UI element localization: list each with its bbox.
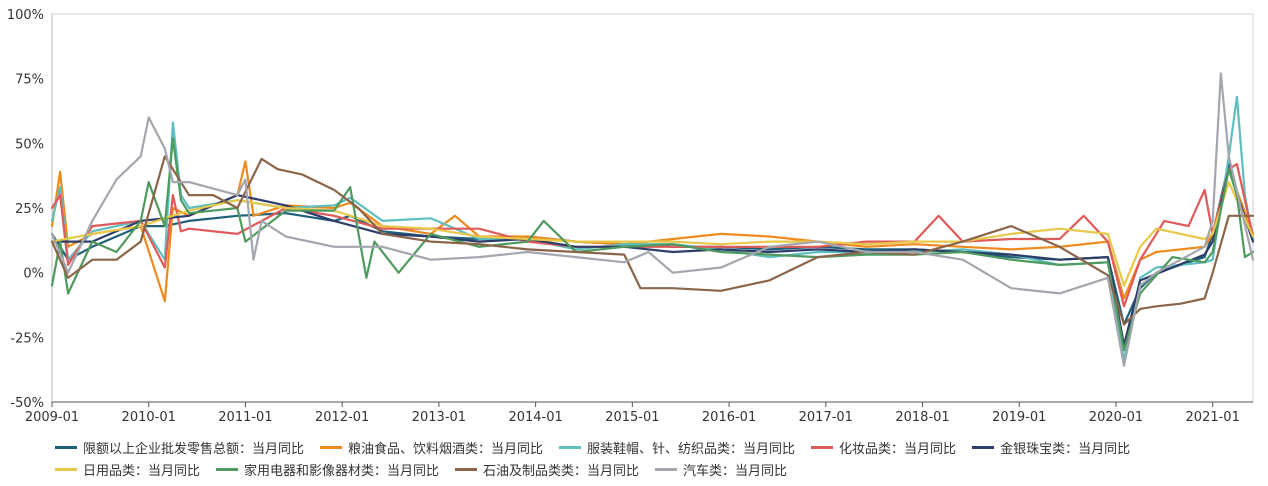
y-tick-label: 50%: [15, 137, 44, 152]
y-tick-label: -25%: [10, 331, 44, 346]
legend-item: 石油及制品类类：当月同比: [455, 460, 639, 479]
legend-swatch: [811, 445, 834, 449]
legend-swatch: [655, 467, 678, 471]
legend-item: 化妆品类：当月同比: [811, 438, 956, 457]
legend-label: 化妆品类：当月同比: [839, 441, 957, 457]
y-tick-label: 75%: [15, 73, 44, 88]
chart-axes: -50% -25% 0% 25% 50% 75% 100% 2009-01 2010-01 201…: [7, 8, 1254, 425]
x-tick-label: 2015-01: [605, 410, 659, 425]
series-line-4: [50, 162, 1255, 308]
legend-item: 粮油食品、饮料烟酒类：当月同比: [320, 438, 543, 457]
legend-row: 日用品类：当月同比 家用电器和影像器材类：当月同比 石油及制品类类：当月同比 汽车类：…: [55, 458, 1255, 480]
y-tick-label: -50%: [10, 396, 44, 411]
x-tick-label: 2019-01: [992, 410, 1046, 425]
legend-swatch: [455, 467, 478, 471]
series-lines: [50, 72, 1255, 367]
legend-label: 家用电器和影像器材类：当月同比: [244, 463, 440, 479]
series-line-2: [50, 160, 1255, 303]
x-tick-label: 2009-01: [25, 410, 79, 425]
legend-item: 汽车类：当月同比: [655, 460, 787, 479]
legend-label: 金银珠宝类：当月同比: [1000, 441, 1131, 457]
y-tick-label: 25%: [15, 202, 44, 217]
legend-swatch: [55, 467, 77, 471]
legend-swatch: [559, 445, 582, 449]
legend-swatch: [216, 467, 239, 471]
series-line-5: [50, 168, 1255, 347]
series-line-6: [50, 181, 1255, 287]
legend-item: 家用电器和影像器材类：当月同比: [216, 460, 439, 479]
legend-row: 限额以上企业批发零售总额：当月同比 粮油食品、饮料烟酒类：当月同比 服装鞋帽、针、纺…: [55, 436, 1255, 458]
x-tick-label: 2021-01: [1186, 410, 1240, 425]
series-line-7: [50, 137, 1255, 352]
legend-item: 限额以上企业批发零售总额：当月同比: [55, 438, 304, 457]
x-tick-label: 2018-01: [895, 410, 949, 425]
legend-swatch: [55, 445, 77, 449]
legend-item: 服装鞋帽、针、纺织品类：当月同比: [559, 438, 795, 457]
series-line-3: [50, 95, 1255, 362]
x-tick-label: 2011-01: [218, 410, 272, 425]
x-tick-label: 2016-01: [702, 410, 756, 425]
x-tick-label: 2014-01: [508, 410, 562, 425]
legend-label: 服装鞋帽、针、纺织品类：当月同比: [587, 441, 796, 457]
series-line-9: [50, 72, 1255, 367]
y-tick-label: 100%: [7, 8, 44, 23]
x-tick-label: 2010-01: [122, 410, 176, 425]
legend-swatch: [972, 445, 995, 449]
legend-label: 石油及制品类类：当月同比: [483, 463, 640, 479]
legend-swatch: [320, 445, 343, 449]
chart-legend: 限额以上企业批发零售总额：当月同比 粮油食品、饮料烟酒类：当月同比 服装鞋帽、针、纺…: [55, 436, 1255, 480]
legend-item: 日用品类：当月同比: [55, 460, 200, 479]
legend-label: 限额以上企业批发零售总额：当月同比: [83, 441, 305, 457]
x-tick-label: 2013-01: [412, 410, 466, 425]
x-tick-label: 2012-01: [315, 410, 369, 425]
legend-label: 粮油食品、饮料烟酒类：当月同比: [348, 441, 544, 457]
legend-label: 汽车类：当月同比: [683, 463, 788, 479]
legend-item: 金银珠宝类：当月同比: [972, 438, 1130, 457]
legend-label: 日用品类：当月同比: [83, 463, 201, 479]
x-tick-label: 2020-01: [1089, 410, 1143, 425]
x-tick-label: 2017-01: [799, 410, 853, 425]
y-tick-label: 0%: [23, 267, 44, 282]
